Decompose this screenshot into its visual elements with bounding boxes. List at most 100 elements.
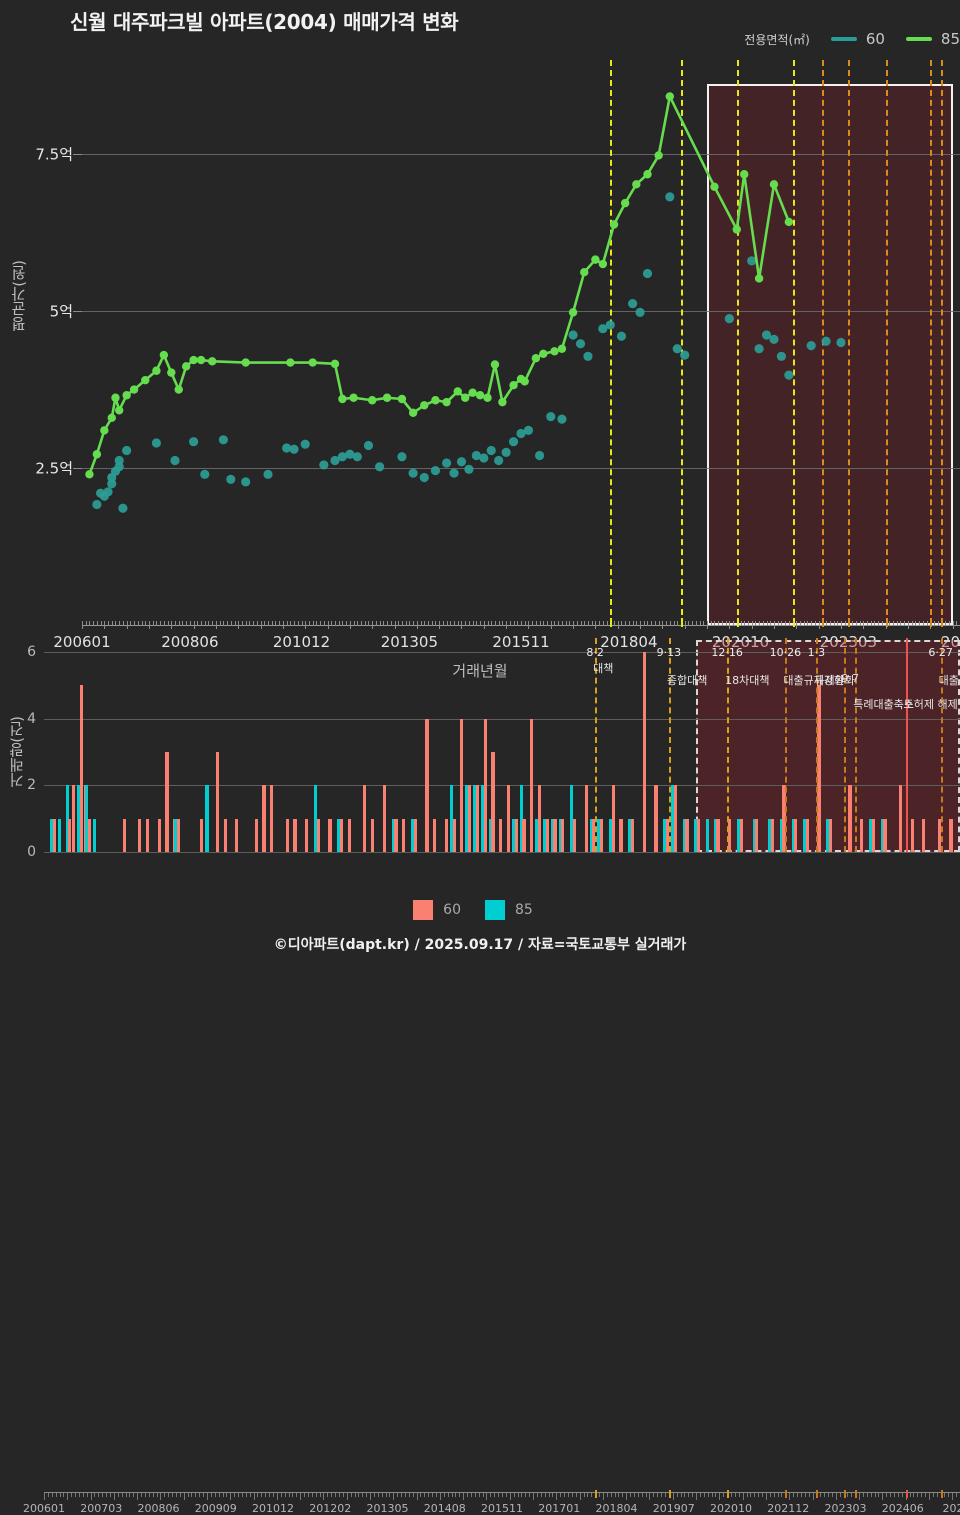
price-x-minor-tick [856,621,857,626]
price-x-minor-tick [249,621,250,626]
price-x-minor-tick [532,621,533,626]
price-x-minor-tick [380,621,381,626]
volume-policy-tick [906,1490,908,1498]
volume-x-tick-label: 201907 [653,1502,695,1515]
volume-x-minor-tick [308,1493,309,1497]
price-x-minor-tick [368,621,369,626]
volume-x-minor-tick [774,1493,775,1497]
volume-bar-60 [476,785,479,852]
price-x-minor-tick [726,621,727,626]
volume-policy-line [941,638,943,852]
volume-x-minor-tick [440,1493,441,1500]
price-x-minor-tick [93,621,94,626]
price-x-minor-tick [473,621,474,626]
volume-x-minor-tick [626,1493,627,1500]
volume-x-minor-tick [859,1493,860,1500]
volume-bar-60 [515,819,518,852]
volume-x-minor-tick [316,1493,317,1497]
price-point [241,477,250,486]
volume-x-minor-tick [688,1493,689,1497]
volume-x-minor-tick [731,1493,732,1497]
price-x-minor-tick [956,621,957,626]
volume-x-minor-tick [370,1493,371,1500]
legend-swatch-85[interactable] [906,37,932,41]
price-point [420,473,429,482]
price-policy-tick [681,618,683,627]
price-x-minor-tick [119,621,120,626]
volume-bar-60 [899,785,902,852]
volume-bar-60 [740,819,743,852]
price-x-minor-tick [830,621,831,626]
price-x-minor-tick [287,621,288,626]
volume-bar-60 [146,819,149,852]
legend-text-85[interactable]: 85 [515,902,533,918]
price-point [539,350,547,358]
volume-bar-60 [755,819,758,852]
legend-label-85[interactable]: 85 [941,30,960,48]
volume-bar-60 [88,819,91,852]
volume-policy-tick [669,1490,671,1498]
price-x-minor-tick [834,621,835,626]
volume-x-minor-tick [195,1493,196,1497]
price-x-minor-tick [142,621,143,626]
volume-x-minor-tick [184,1493,185,1500]
price-point [666,92,674,100]
volume-x-minor-tick [622,1493,623,1497]
price-x-minor-tick [488,621,489,626]
price-x-minor-tick [376,621,377,626]
price-point [483,394,491,402]
price-x-minor-tick [871,621,872,626]
price-x-minor-tick [770,621,771,626]
volume-x-minor-tick [160,1493,161,1500]
legend-swatch-60[interactable] [831,37,857,41]
legend-box-85[interactable] [485,900,505,920]
volume-x-minor-tick [191,1493,192,1497]
price-x-minor-tick [915,621,916,626]
volume-x-minor-tick [129,1493,130,1497]
price-point [122,446,131,455]
volume-bar-60 [270,785,273,852]
price-point [409,468,418,477]
legend-box-60[interactable] [413,900,433,920]
price-x-minor-tick [696,621,697,626]
volume-x-minor-tick [405,1493,406,1497]
volume-x-minor-tick [455,1493,456,1497]
volume-x-minor-tick [339,1493,340,1497]
volume-bar-60 [53,819,56,852]
price-x-minor-tick [558,621,559,626]
volume-x-minor-tick [397,1493,398,1497]
price-policy-tick [793,618,795,627]
price-x-minor-tick [666,621,667,626]
price-point [550,347,558,355]
volume-policy-tick [816,1490,818,1498]
volume-x-minor-tick [448,1493,449,1497]
price-point [807,341,816,350]
price-x-minor-tick [480,621,481,626]
volume-x-minor-tick [413,1493,414,1497]
price-point [498,398,506,406]
price-point [457,457,466,466]
price-x-minor-tick [621,621,622,626]
price-point [152,438,161,447]
price-point [200,470,209,479]
volume-bar-60 [829,819,832,852]
legend-text-60[interactable]: 60 [443,902,461,918]
price-point [487,446,496,455]
price-x-minor-tick [406,621,407,626]
volume-x-minor-tick [63,1493,64,1497]
price-x-minor-tick [506,621,507,629]
price-x-minor-tick [551,621,552,629]
volume-x-minor-tick [875,1493,876,1497]
volume-bar-60 [546,819,549,852]
volume-bar-60 [255,819,258,852]
volume-policy-line [816,638,818,852]
price-point [632,180,640,188]
volume-x-minor-tick [71,1493,72,1497]
volume-bar-60 [716,819,719,852]
volume-x-minor-tick [261,1493,262,1497]
volume-x-minor-tick [60,1493,61,1497]
legend-label-60[interactable]: 60 [866,30,885,48]
volume-policy-line [844,638,846,852]
price-x-minor-tick [454,621,455,626]
